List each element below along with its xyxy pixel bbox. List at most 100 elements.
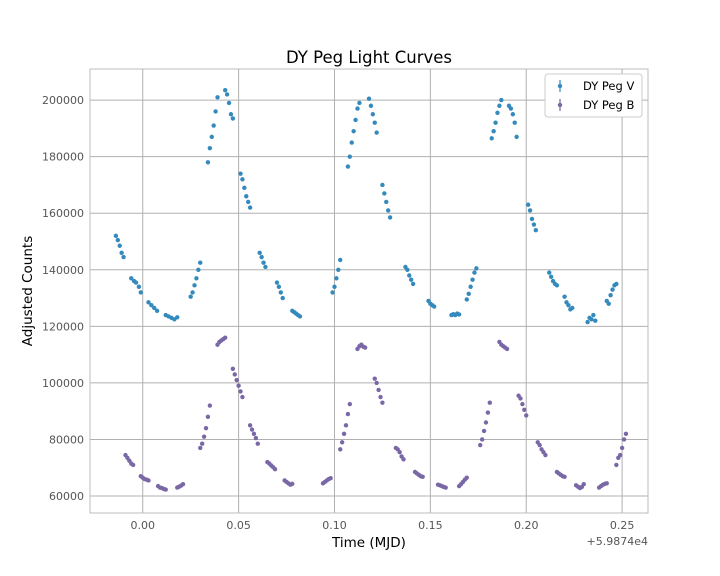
data-point <box>621 437 627 442</box>
data-point <box>531 222 537 227</box>
legend-marker-v <box>557 83 563 89</box>
data-point <box>510 112 516 117</box>
y-axis-ticks: 60000 80000 100000 120000 140000 160000 180000… <box>42 94 84 503</box>
data-point <box>357 100 362 106</box>
data-point <box>234 377 239 383</box>
data-point <box>249 427 255 432</box>
data-point <box>259 254 264 260</box>
y-tick-label: 80000 <box>49 433 84 446</box>
y-tick-label: 200000 <box>42 94 84 107</box>
data-point <box>380 182 385 188</box>
legend-marker-b <box>557 102 563 108</box>
data-point <box>547 270 552 275</box>
data-point <box>222 335 228 340</box>
data-point <box>205 160 211 165</box>
data-point <box>372 376 377 381</box>
data-point <box>366 96 372 101</box>
data-point <box>209 134 214 140</box>
data-point <box>188 294 193 299</box>
plot-background <box>90 69 648 513</box>
data-point <box>408 277 414 282</box>
data-point <box>527 208 533 213</box>
legend-box <box>544 73 643 118</box>
data-point <box>226 100 232 106</box>
data-point <box>224 92 230 97</box>
data-point <box>591 312 596 318</box>
data-point <box>152 305 157 311</box>
data-point <box>146 300 151 305</box>
data-point <box>190 290 195 295</box>
x-tick-label: 0.10 <box>322 519 347 532</box>
data-point <box>387 215 393 220</box>
data-point <box>508 106 514 111</box>
data-point <box>401 457 406 462</box>
data-point <box>297 314 303 319</box>
data-point <box>261 260 266 265</box>
data-point <box>274 280 280 285</box>
data-point <box>115 237 121 243</box>
data-point <box>339 440 345 445</box>
data-point <box>205 414 211 420</box>
data-point <box>368 103 374 108</box>
data-point <box>328 476 333 481</box>
series-b <box>123 335 629 492</box>
x-tick-label: 0.05 <box>226 519 251 532</box>
data-point <box>207 145 213 151</box>
data-point <box>338 447 343 452</box>
data-point <box>133 280 139 285</box>
data-point <box>464 297 469 302</box>
data-point <box>215 95 220 100</box>
data-point <box>370 112 376 117</box>
data-point <box>499 97 504 103</box>
x-tick-label: 0.25 <box>610 519 635 532</box>
data-point <box>382 191 387 196</box>
data-point <box>113 233 119 239</box>
data-point <box>180 481 186 487</box>
data-point <box>343 423 349 428</box>
data-point <box>355 106 360 111</box>
data-point <box>374 380 379 386</box>
data-point <box>330 290 335 295</box>
data-point <box>466 291 471 297</box>
x-tick-label: 0.20 <box>514 519 539 532</box>
data-point <box>420 474 425 479</box>
legend-entry-b: DY Peg B <box>557 98 634 112</box>
data-point <box>272 466 278 472</box>
legend-entry-v: DY Peg V <box>557 79 634 93</box>
data-point <box>518 396 523 401</box>
data-point <box>353 117 358 123</box>
data-point <box>351 129 356 134</box>
data-point <box>203 425 209 431</box>
plot-frame <box>89 68 649 514</box>
data-point <box>562 474 567 479</box>
data-point <box>504 346 510 352</box>
data-point <box>211 123 216 128</box>
data-point <box>345 411 351 417</box>
data-point <box>230 116 236 121</box>
x-offset-label: +5.9874e4 <box>587 535 648 548</box>
data-point <box>487 400 492 405</box>
data-point <box>537 442 542 448</box>
data-point <box>589 317 594 322</box>
data-point <box>201 434 207 439</box>
y-tick-label: 100000 <box>42 377 84 390</box>
series-v <box>113 88 619 325</box>
data-point <box>230 366 236 371</box>
data-point <box>491 129 496 134</box>
y-tick-label: 180000 <box>42 151 84 164</box>
chart-title: DY Peg Light Curves <box>286 48 452 67</box>
data-point <box>376 387 381 393</box>
data-point <box>512 120 517 125</box>
y-tick-label: 60000 <box>49 490 84 503</box>
data-point <box>374 130 379 135</box>
y-tick-label: 120000 <box>42 320 84 333</box>
legend-label-v: DY Peg V <box>583 79 634 93</box>
data-point <box>614 281 619 287</box>
data-point <box>610 287 615 292</box>
data-point <box>129 276 134 281</box>
data-point <box>405 267 410 272</box>
data-point <box>192 283 197 288</box>
data-point <box>242 185 247 190</box>
data-point <box>481 428 487 434</box>
data-point <box>385 208 391 213</box>
